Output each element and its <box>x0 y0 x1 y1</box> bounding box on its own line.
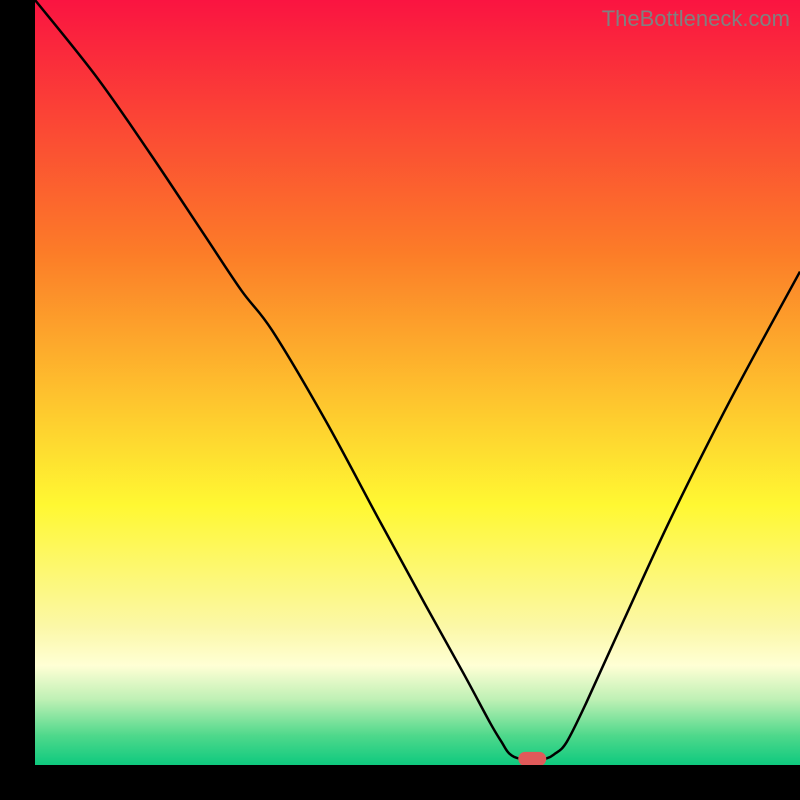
watermark-text: TheBottleneck.com <box>602 6 790 32</box>
x-axis-bar <box>0 765 800 800</box>
background-band <box>35 627 800 666</box>
y-axis-bar <box>0 0 35 800</box>
background-band <box>35 734 800 765</box>
optimal-marker <box>518 752 546 766</box>
chart-container: TheBottleneck.com <box>0 0 800 800</box>
background-band <box>35 700 800 735</box>
bottleneck-chart <box>0 0 800 800</box>
background-band <box>35 666 800 701</box>
background-band <box>35 0 800 253</box>
background-band <box>35 505 800 628</box>
background-band <box>35 252 800 505</box>
